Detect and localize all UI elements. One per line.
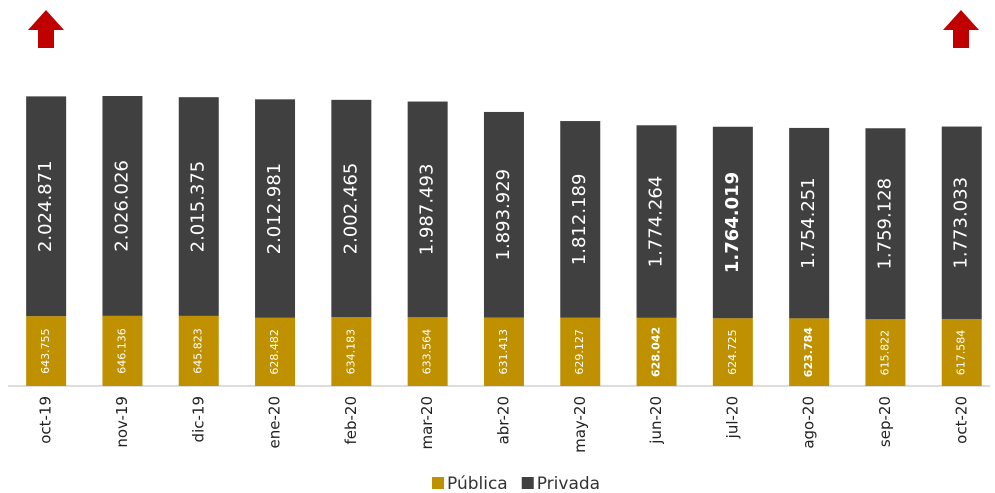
x-tick-label: jul-20 [723,396,741,439]
x-tick-label: mar-20 [418,396,436,450]
bar-segment [636,317,677,386]
bar-segment [712,126,753,319]
bar-segment [331,99,372,318]
value-label: 643.755 [39,328,52,374]
x-tick-label: feb-20 [342,396,360,445]
legend-label: Pública [447,474,508,493]
value-label: 629.127 [573,329,586,375]
x-tick-label: sep-20 [876,396,894,447]
bar-segment [331,317,372,386]
value-label: 615.822 [878,330,891,376]
value-label: 1.812.189 [569,174,590,266]
bar-segment [255,317,296,386]
value-label: 2.026.026 [111,160,132,252]
x-tick-label: jun-20 [647,396,665,445]
value-label: 1.754.251 [798,177,819,269]
bar-segment [26,316,67,386]
x-tick-label: oct-19 [37,396,55,444]
legend-label: Privada [537,474,600,493]
value-label: 1.987.493 [417,164,438,256]
bar-segment [255,99,296,318]
legend-swatch [521,477,534,489]
x-tick-label: nov-19 [113,396,131,448]
bar-segment [712,318,753,386]
bar-segment [26,96,67,317]
value-label: 2.012.981 [264,163,285,255]
x-tick-label: ago-20 [800,396,818,449]
bar-segment [789,127,830,319]
bar-segment [941,318,982,386]
bar-segment [407,101,448,318]
bar-segment [407,317,448,386]
value-label: 634.183 [344,329,357,375]
bar-segment [865,319,906,386]
x-tick-label: may-20 [571,396,589,453]
value-label: 646.136 [115,328,128,374]
bar-segment [102,96,143,316]
value-label: 1.773.033 [951,177,972,269]
value-label: 1.764.019 [722,172,743,273]
value-label: 1.774.264 [646,176,667,268]
bar-segment [483,317,524,386]
arrow-left [28,10,64,48]
bar-segment [941,126,982,319]
value-label: 2.015.375 [188,161,209,253]
value-label: 633.564 [421,329,434,375]
value-label: 623.784 [802,327,815,377]
x-tick-label: abr-20 [494,396,512,444]
bar-segment [865,128,906,320]
bar-segment [560,317,601,386]
value-label: 2.002.465 [340,163,361,255]
bar-segment [178,315,219,386]
bar-segment [178,97,219,316]
bar-segment [560,121,601,318]
value-label: 624.725 [726,329,739,375]
value-label: 631.413 [497,329,510,375]
value-label: 2.024.871 [35,160,56,252]
bar-segment [102,315,143,386]
bar-segment [636,125,677,318]
legend-swatch [432,477,444,489]
x-tick-label: dic-19 [189,396,207,442]
value-label: 645.823 [192,328,205,374]
value-label: 628.482 [268,329,281,375]
bar-segment [483,111,524,318]
x-tick-label: ene-20 [266,396,284,448]
arrow-right [943,10,979,48]
value-label: 628.042 [650,327,663,377]
value-label: 1.893.929 [493,169,514,261]
value-label: 617.584 [955,330,968,376]
x-tick-label: oct-20 [952,396,970,444]
bar-segment [789,318,830,386]
value-label: 1.759.128 [874,178,895,270]
